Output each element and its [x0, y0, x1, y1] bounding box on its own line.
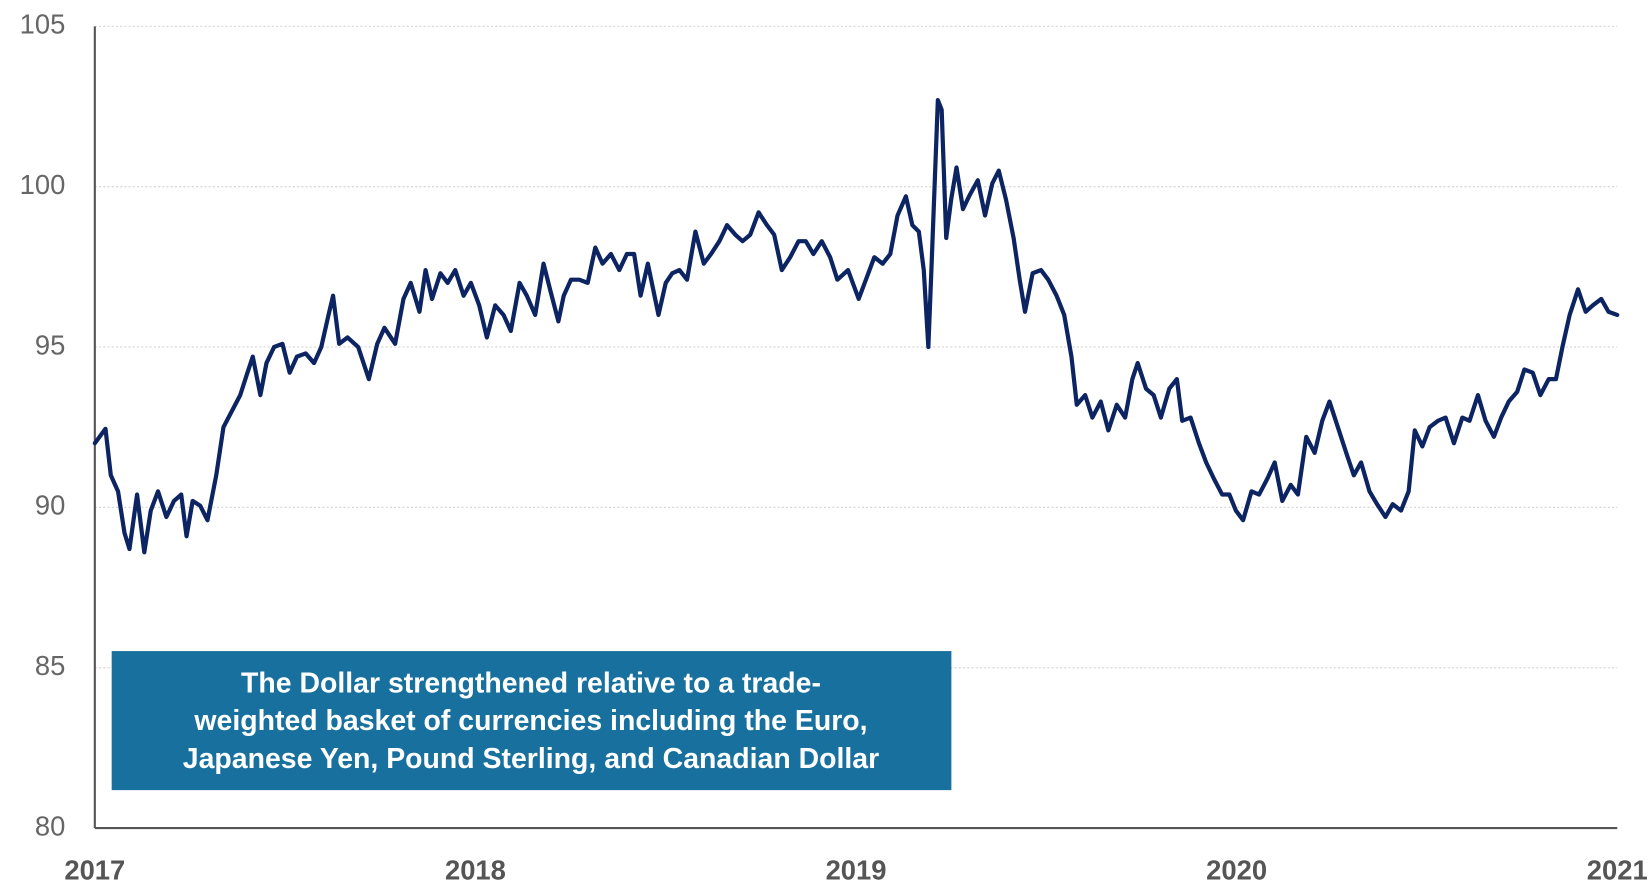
- annotation-line: The Dollar strengthened relative to a tr…: [241, 667, 821, 699]
- y-tick-label: 85: [35, 650, 65, 681]
- x-tick-label: 2018: [445, 855, 506, 886]
- annotation: The Dollar strengthened relative to a tr…: [111, 651, 952, 791]
- x-tick-label: 2021: [1587, 855, 1648, 886]
- data-line: [92, 97, 1620, 555]
- annotation-line: weighted basket of currencies including …: [193, 705, 867, 737]
- annotation-line: Japanese Yen, Pound Sterling, and Canadi…: [183, 743, 879, 775]
- y-tick-label: 100: [20, 169, 66, 200]
- grid: 80 85 90 95 100 105 2017 2018 2019 2020 2021: [20, 9, 1648, 886]
- x-tick-label: 2017: [64, 855, 125, 886]
- y-tick-label: 90: [35, 490, 65, 521]
- annotation-box: [111, 651, 952, 791]
- x-tick-label: 2019: [826, 855, 887, 886]
- plot: [92, 97, 1620, 555]
- y-tick-label: 105: [20, 9, 66, 40]
- y-tick-label: 95: [35, 329, 65, 360]
- y-tick-label: 80: [35, 810, 65, 841]
- x-tick-label: 2020: [1206, 855, 1267, 886]
